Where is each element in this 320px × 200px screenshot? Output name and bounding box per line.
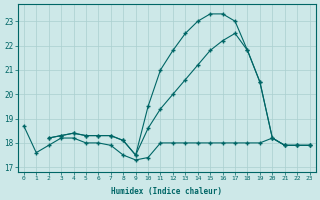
X-axis label: Humidex (Indice chaleur): Humidex (Indice chaleur) (111, 187, 222, 196)
